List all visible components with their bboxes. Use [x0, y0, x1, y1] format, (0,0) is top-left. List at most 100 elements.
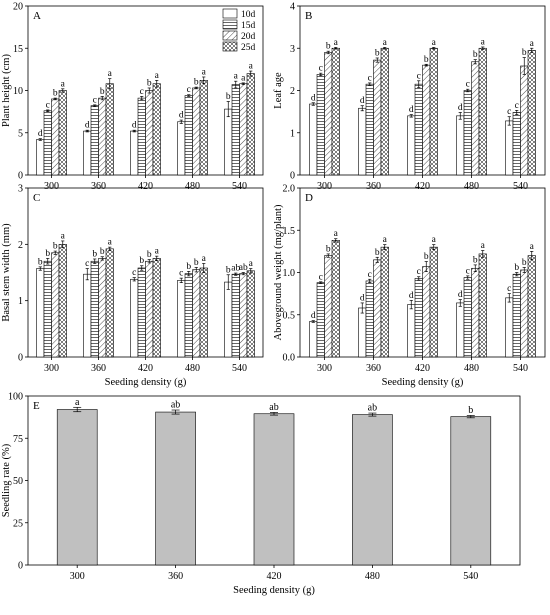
bar: [471, 61, 480, 176]
significance-letter: a: [108, 238, 113, 248]
significance-letter: ab: [269, 402, 278, 413]
x-tick-label: 540: [232, 363, 247, 374]
significance-letter: a: [61, 79, 66, 89]
bar: [471, 267, 480, 358]
significance-letter: c: [507, 284, 511, 294]
legend-swatch: [222, 41, 238, 52]
bar: [152, 258, 161, 358]
bar: [43, 260, 52, 358]
significance-letter: c: [85, 259, 89, 269]
significance-letter: c: [46, 100, 50, 110]
bar: [105, 83, 114, 176]
x-tick-label: 480: [464, 363, 479, 374]
y-axis-label: Basal stem width (mm): [1, 223, 12, 322]
bar: [51, 252, 60, 358]
bar: [83, 273, 92, 358]
bar: [98, 97, 107, 176]
significance-letter: b: [226, 265, 231, 275]
bar: [422, 266, 431, 358]
significance-letter: b: [424, 55, 429, 65]
bar: [246, 73, 255, 176]
y-tick-label: 5: [18, 128, 23, 139]
bar: [505, 297, 514, 358]
x-tick-label: 300: [317, 363, 332, 374]
significance-letter: ab: [368, 403, 377, 414]
y-tick-label: 1: [290, 128, 295, 139]
bar: [56, 409, 98, 566]
significance-letter: b: [326, 42, 331, 52]
x-tick-label: 300: [44, 181, 59, 192]
bar: [130, 278, 139, 358]
bar: [36, 268, 45, 358]
significance-letter: a: [234, 72, 239, 82]
bar: [130, 130, 139, 176]
bar: [373, 259, 382, 358]
y-tick-label: 0: [18, 353, 23, 364]
bar: [239, 83, 248, 176]
x-tick-label: 480: [365, 571, 380, 582]
significance-letter: b: [514, 263, 519, 273]
bar: [414, 278, 423, 358]
x-tick-label: 360: [168, 571, 183, 582]
bar: [365, 83, 374, 176]
bar: [231, 273, 240, 358]
significance-letter: b: [194, 78, 199, 88]
bar: [105, 248, 114, 358]
bar: [331, 240, 340, 358]
significance-letter: b: [468, 405, 473, 416]
legend-swatch: [222, 8, 238, 19]
significance-letter: b: [53, 242, 58, 252]
x-tick-label: 300: [317, 181, 332, 192]
bar: [309, 103, 318, 176]
chart-panel-d: D 0.0 0.5 1.0 1.5 2.0 Aboveground weight (mg/p…: [273, 184, 546, 388]
legend-label: 25d: [241, 43, 256, 53]
significance-letter: b: [326, 244, 331, 254]
significance-letter: b: [522, 258, 527, 268]
y-tick-label: 0: [18, 171, 23, 182]
bar: [199, 80, 208, 176]
significance-letter: a: [202, 254, 207, 264]
significance-letter: b: [522, 48, 527, 58]
x-tick-label: 420: [267, 571, 282, 582]
bar: [192, 87, 201, 176]
bar: [478, 253, 487, 358]
significance-letter: c: [466, 266, 470, 276]
bar: [478, 47, 487, 176]
bar: [463, 277, 472, 358]
x-tick-label: 360: [366, 181, 381, 192]
significance-letter: d: [132, 121, 137, 131]
x-axis-label: Seeding density (g): [382, 377, 464, 388]
bar: [527, 255, 536, 358]
significance-letter: d: [311, 311, 316, 321]
bar: [324, 255, 333, 358]
y-tick-label: 50: [13, 476, 23, 487]
significance-letter: a: [530, 39, 535, 49]
significance-letter: b: [424, 252, 429, 262]
bar: [155, 411, 196, 566]
significance-letter: d: [458, 103, 463, 113]
significance-letter: b: [53, 89, 58, 99]
bar: [184, 95, 193, 176]
x-tick-label: 420: [138, 181, 153, 192]
bar: [512, 273, 521, 358]
bar: [520, 269, 529, 358]
y-tick-label: 1.0: [283, 268, 296, 279]
panel-letter: C: [33, 192, 40, 204]
bar: [429, 47, 438, 176]
bar: [177, 280, 186, 358]
legend-label: 15d: [241, 21, 256, 31]
significance-letter: d: [85, 121, 90, 131]
significance-letter: d: [311, 93, 316, 103]
x-tick-label: 480: [464, 181, 479, 192]
panel-letter: B: [305, 10, 312, 22]
bar: [145, 90, 154, 176]
significance-letter: c: [319, 272, 323, 282]
y-axis-label: Plant height (cm): [1, 54, 12, 127]
significance-letter: b: [139, 256, 144, 266]
y-tick-label: 1: [18, 296, 23, 307]
